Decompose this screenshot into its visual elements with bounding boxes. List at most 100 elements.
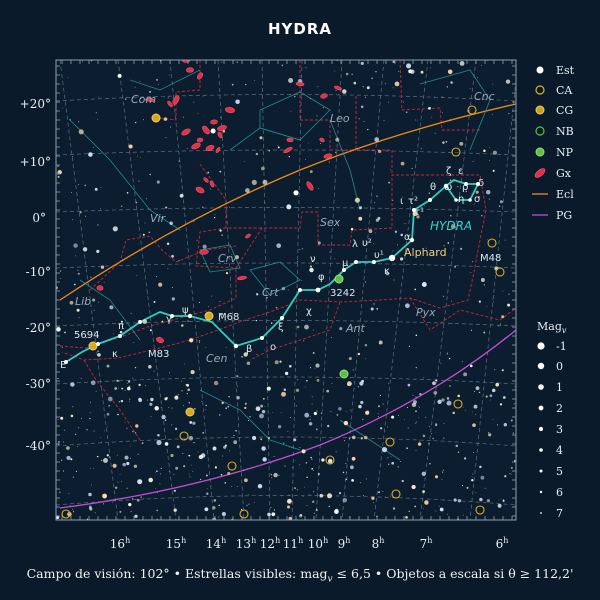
star bbox=[130, 510, 132, 512]
star bbox=[63, 470, 64, 472]
star bbox=[306, 505, 308, 506]
star bbox=[72, 406, 74, 408]
star bbox=[284, 466, 286, 468]
star bbox=[423, 377, 425, 379]
star bbox=[483, 284, 485, 286]
star bbox=[122, 462, 126, 467]
star bbox=[218, 504, 220, 507]
star bbox=[290, 417, 292, 418]
star bbox=[186, 148, 188, 149]
star bbox=[140, 157, 141, 159]
mag-dot bbox=[540, 512, 542, 514]
open-cluster-marker bbox=[451, 147, 461, 157]
star bbox=[145, 385, 146, 386]
star bbox=[417, 442, 422, 446]
const-label-cen: Cen bbox=[206, 352, 227, 365]
star bbox=[165, 206, 168, 209]
open-cluster-marker bbox=[385, 437, 395, 447]
galaxy bbox=[283, 146, 293, 154]
star bbox=[197, 112, 199, 114]
star bbox=[365, 358, 367, 360]
star bbox=[124, 98, 127, 100]
star bbox=[270, 506, 272, 508]
star bbox=[353, 81, 357, 85]
star bbox=[112, 226, 118, 232]
star bbox=[448, 357, 451, 360]
star bbox=[236, 396, 240, 400]
star bbox=[392, 199, 394, 201]
star bbox=[408, 69, 413, 74]
star bbox=[334, 509, 339, 515]
star bbox=[84, 184, 87, 187]
star bbox=[169, 221, 173, 225]
star bbox=[486, 306, 488, 308]
star bbox=[118, 401, 120, 403]
star bbox=[128, 144, 133, 149]
const-label-lib: Lib bbox=[75, 295, 91, 308]
star bbox=[261, 166, 265, 171]
star bbox=[231, 83, 234, 86]
star bbox=[305, 67, 307, 69]
star bbox=[247, 419, 249, 421]
star bbox=[69, 300, 74, 305]
star bbox=[160, 407, 162, 408]
star bbox=[231, 254, 233, 256]
star bbox=[498, 325, 500, 327]
star bbox=[377, 149, 382, 154]
star bbox=[227, 405, 230, 408]
star bbox=[424, 205, 425, 207]
star bbox=[431, 433, 432, 435]
star-label-alphard: Alphard bbox=[404, 246, 447, 259]
star bbox=[331, 382, 333, 384]
star bbox=[148, 477, 153, 483]
star bbox=[345, 411, 347, 412]
star bbox=[107, 396, 113, 402]
legend-label-gx: Gx bbox=[556, 167, 572, 180]
star bbox=[90, 401, 91, 403]
star bbox=[72, 476, 74, 478]
star bbox=[445, 225, 447, 226]
star bbox=[455, 444, 459, 448]
star bbox=[388, 181, 390, 184]
star bbox=[136, 498, 140, 502]
star-label-alpha: α bbox=[404, 232, 411, 243]
star bbox=[291, 447, 293, 448]
star bbox=[57, 169, 62, 175]
star bbox=[499, 200, 503, 204]
star bbox=[375, 232, 376, 234]
legend-mag-title: Magv bbox=[537, 320, 567, 335]
star bbox=[366, 86, 370, 90]
star bbox=[352, 369, 354, 371]
star bbox=[221, 401, 224, 405]
galaxy bbox=[195, 186, 205, 194]
star bbox=[89, 467, 91, 469]
star bbox=[488, 432, 490, 434]
star bbox=[322, 107, 324, 109]
star bbox=[69, 505, 71, 506]
star bbox=[257, 483, 263, 489]
star bbox=[446, 86, 449, 88]
star bbox=[245, 188, 250, 193]
star bbox=[173, 489, 176, 492]
star bbox=[161, 414, 166, 420]
star-labels: ζ ε θ ω ρ δ η σ ι τ² τ¹ α Alphard λ υ² υ… bbox=[60, 166, 501, 371]
star bbox=[470, 271, 472, 273]
star bbox=[129, 504, 131, 506]
star bbox=[117, 413, 119, 416]
star bbox=[463, 372, 468, 377]
star bbox=[132, 430, 134, 433]
mag-label: 3 bbox=[556, 423, 563, 436]
star bbox=[275, 306, 278, 309]
star bbox=[507, 303, 511, 307]
star bbox=[212, 506, 216, 510]
star bbox=[171, 407, 173, 409]
star bbox=[408, 345, 411, 348]
star bbox=[334, 151, 337, 154]
star bbox=[277, 146, 280, 149]
star bbox=[219, 229, 222, 232]
star bbox=[350, 227, 354, 231]
star bbox=[256, 452, 258, 454]
star bbox=[480, 278, 485, 282]
star bbox=[435, 379, 438, 382]
legend-star-icon bbox=[536, 66, 544, 74]
